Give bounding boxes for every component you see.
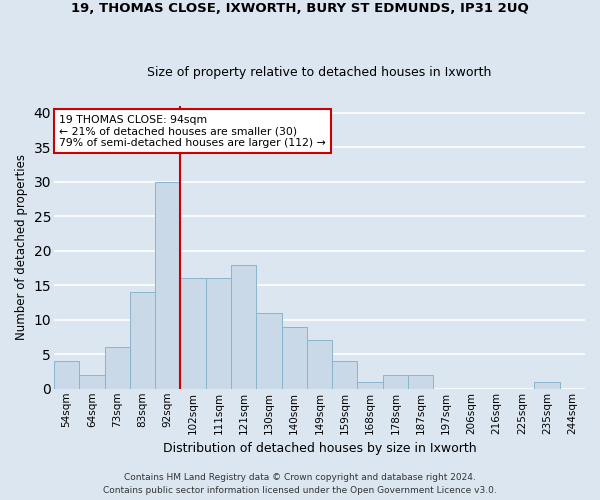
- Bar: [79, 375, 104, 389]
- Text: 19, THOMAS CLOSE, IXWORTH, BURY ST EDMUNDS, IP31 2UQ: 19, THOMAS CLOSE, IXWORTH, BURY ST EDMUN…: [71, 2, 529, 16]
- Bar: [155, 182, 181, 389]
- Bar: [307, 340, 332, 389]
- Y-axis label: Number of detached properties: Number of detached properties: [15, 154, 28, 340]
- Bar: [332, 361, 358, 389]
- Bar: [256, 313, 281, 389]
- Text: Contains HM Land Registry data © Crown copyright and database right 2024.
Contai: Contains HM Land Registry data © Crown c…: [103, 474, 497, 495]
- Bar: [206, 278, 231, 389]
- X-axis label: Distribution of detached houses by size in Ixworth: Distribution of detached houses by size …: [163, 442, 476, 455]
- Bar: [535, 382, 560, 389]
- Text: 19 THOMAS CLOSE: 94sqm
← 21% of detached houses are smaller (30)
79% of semi-det: 19 THOMAS CLOSE: 94sqm ← 21% of detached…: [59, 114, 326, 148]
- Bar: [383, 375, 408, 389]
- Bar: [281, 326, 307, 389]
- Bar: [181, 278, 206, 389]
- Bar: [408, 375, 433, 389]
- Title: Size of property relative to detached houses in Ixworth: Size of property relative to detached ho…: [147, 66, 491, 78]
- Bar: [130, 292, 155, 389]
- Bar: [104, 348, 130, 389]
- Bar: [358, 382, 383, 389]
- Bar: [54, 361, 79, 389]
- Bar: [231, 264, 256, 389]
